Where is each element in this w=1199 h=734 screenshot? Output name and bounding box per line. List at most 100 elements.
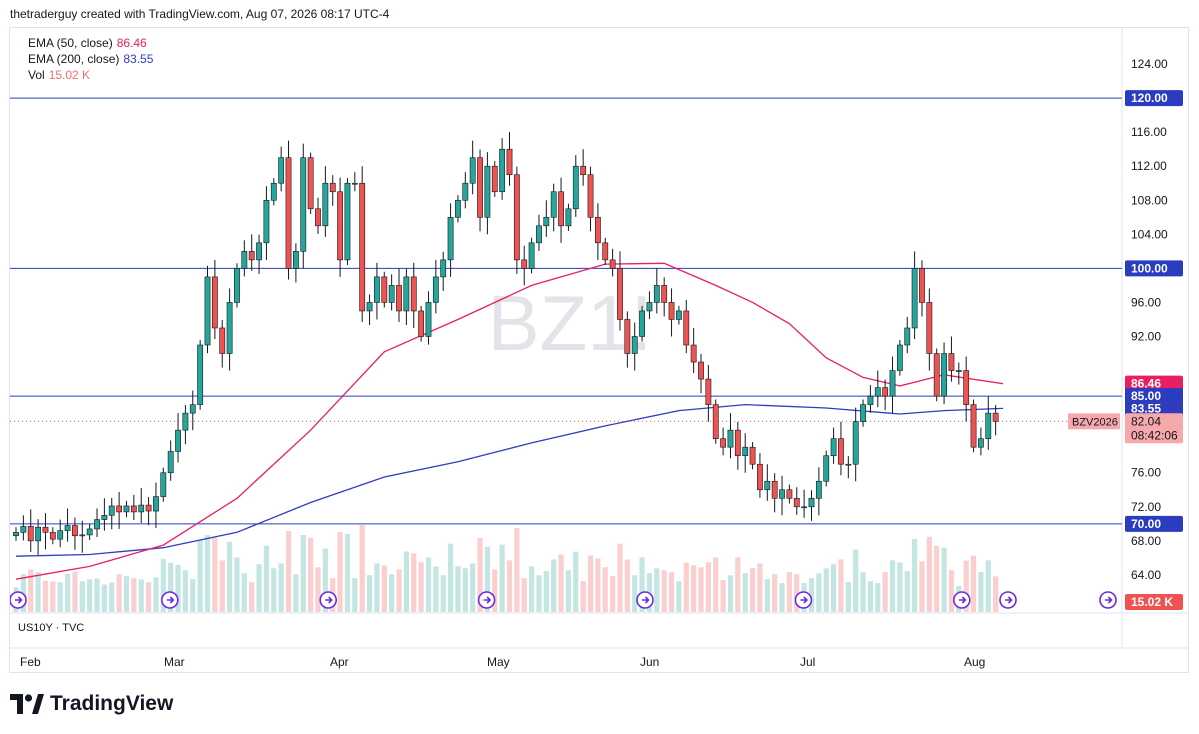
volume-bar (182, 570, 189, 612)
candle (248, 234, 255, 271)
volume-bar (403, 551, 409, 612)
volume-bar (779, 583, 785, 612)
candle (565, 203, 572, 231)
volume-bar (713, 557, 719, 612)
volume-bar (705, 562, 711, 612)
volume-bar (227, 541, 233, 612)
volume-bar (337, 532, 343, 612)
candle (911, 251, 918, 340)
candle (491, 161, 498, 197)
volume-bar (573, 551, 579, 612)
legend-vol[interactable]: Vol 15.02 K (28, 67, 90, 83)
candle-body (985, 412, 992, 439)
candle (919, 260, 925, 317)
candle-body (432, 276, 439, 303)
volume-bar (794, 574, 800, 612)
tradingview-logo[interactable]: TradingView (10, 692, 173, 716)
price-tick-label: 108.00 (1131, 193, 1168, 207)
candle (992, 405, 999, 436)
candle (86, 523, 93, 541)
candle (882, 379, 889, 411)
volume-bar (543, 571, 549, 612)
candle-body (580, 165, 587, 176)
candle (609, 248, 616, 277)
volume-bar (735, 557, 741, 612)
candle (307, 152, 314, 214)
candle (801, 489, 808, 518)
volume-bar (455, 566, 461, 612)
volume-bar (499, 544, 505, 612)
volume-bar (315, 567, 321, 612)
volume-bar (94, 578, 100, 612)
candle (904, 316, 911, 354)
candle (145, 497, 152, 526)
volume-bar (838, 559, 844, 612)
sub-pane-label: US10Y · TVC (18, 622, 85, 634)
legend-ema200[interactable]: EMA (200, close) 83.55 (28, 51, 153, 67)
chart-panel[interactable]: BZ1! 124.00 116.00 112.00 108.00 104.00 96.00… (9, 27, 1189, 673)
candle-body (646, 302, 653, 312)
candle (874, 370, 881, 408)
legend-ema50[interactable]: EMA (50, close) 86.46 (28, 35, 147, 51)
time-tick-label: Jul (800, 655, 815, 669)
volume-bar (661, 570, 667, 612)
event-marker-icon (477, 591, 496, 609)
last-price-value: 82.04 (1131, 414, 1161, 428)
tradingview-logo-text: TradingView (50, 692, 174, 715)
volume-bar (845, 582, 851, 612)
candle-body (182, 412, 189, 431)
candle (329, 175, 336, 206)
candle-body (359, 182, 366, 312)
candle (720, 427, 727, 456)
candle (506, 132, 513, 186)
svg-text:70.00: 70.00 (1131, 517, 1161, 531)
candle-body (653, 285, 660, 303)
candle (123, 500, 130, 518)
price-tick-label: 124.00 (1131, 57, 1168, 71)
candle (234, 263, 240, 308)
volume-bar (602, 567, 608, 612)
price-tick-label: 116.00 (1131, 125, 1167, 139)
candle (690, 327, 697, 374)
candle-body (484, 165, 491, 218)
volume-bar (506, 560, 513, 612)
svg-text:100.00: 100.00 (1131, 261, 1168, 275)
candle-body (292, 251, 299, 269)
price-tick-label: 72.00 (1131, 500, 1161, 514)
candle-body (13, 532, 19, 537)
volume-bar (322, 548, 328, 612)
volume-bar (411, 553, 417, 612)
candle-body (513, 174, 520, 261)
candle-body (978, 438, 984, 448)
candle-body (167, 451, 174, 474)
volume-bar (882, 572, 888, 612)
candle-body (300, 157, 307, 252)
volume-bar (772, 574, 778, 612)
event-markers (10, 591, 1117, 609)
candle-body (86, 528, 93, 536)
volume-bar (28, 569, 34, 612)
candle-body (712, 404, 719, 439)
candle (646, 291, 653, 320)
candle-body (911, 268, 918, 329)
volume-bar (447, 543, 454, 612)
candle (79, 520, 86, 553)
candle-body (720, 438, 727, 448)
candle-body (587, 174, 594, 218)
candle (823, 450, 830, 487)
volume-bar (462, 568, 468, 612)
volume-bar (580, 581, 586, 612)
candle (432, 259, 439, 314)
candle (477, 149, 483, 232)
price-tick-label: 112.00 (1131, 159, 1167, 173)
candle-body (661, 285, 668, 303)
candle (521, 245, 528, 286)
candle-body (337, 191, 343, 261)
volume-bar (116, 574, 122, 612)
candle-body (919, 268, 925, 303)
volume-bar (109, 582, 115, 612)
candlestick-chart[interactable]: BZ1! 124.00116.00112.00108.00104.0096.00… (10, 28, 1188, 672)
volume-bar (197, 539, 203, 612)
candle (896, 339, 903, 376)
svg-text:85.00: 85.00 (1131, 389, 1161, 403)
